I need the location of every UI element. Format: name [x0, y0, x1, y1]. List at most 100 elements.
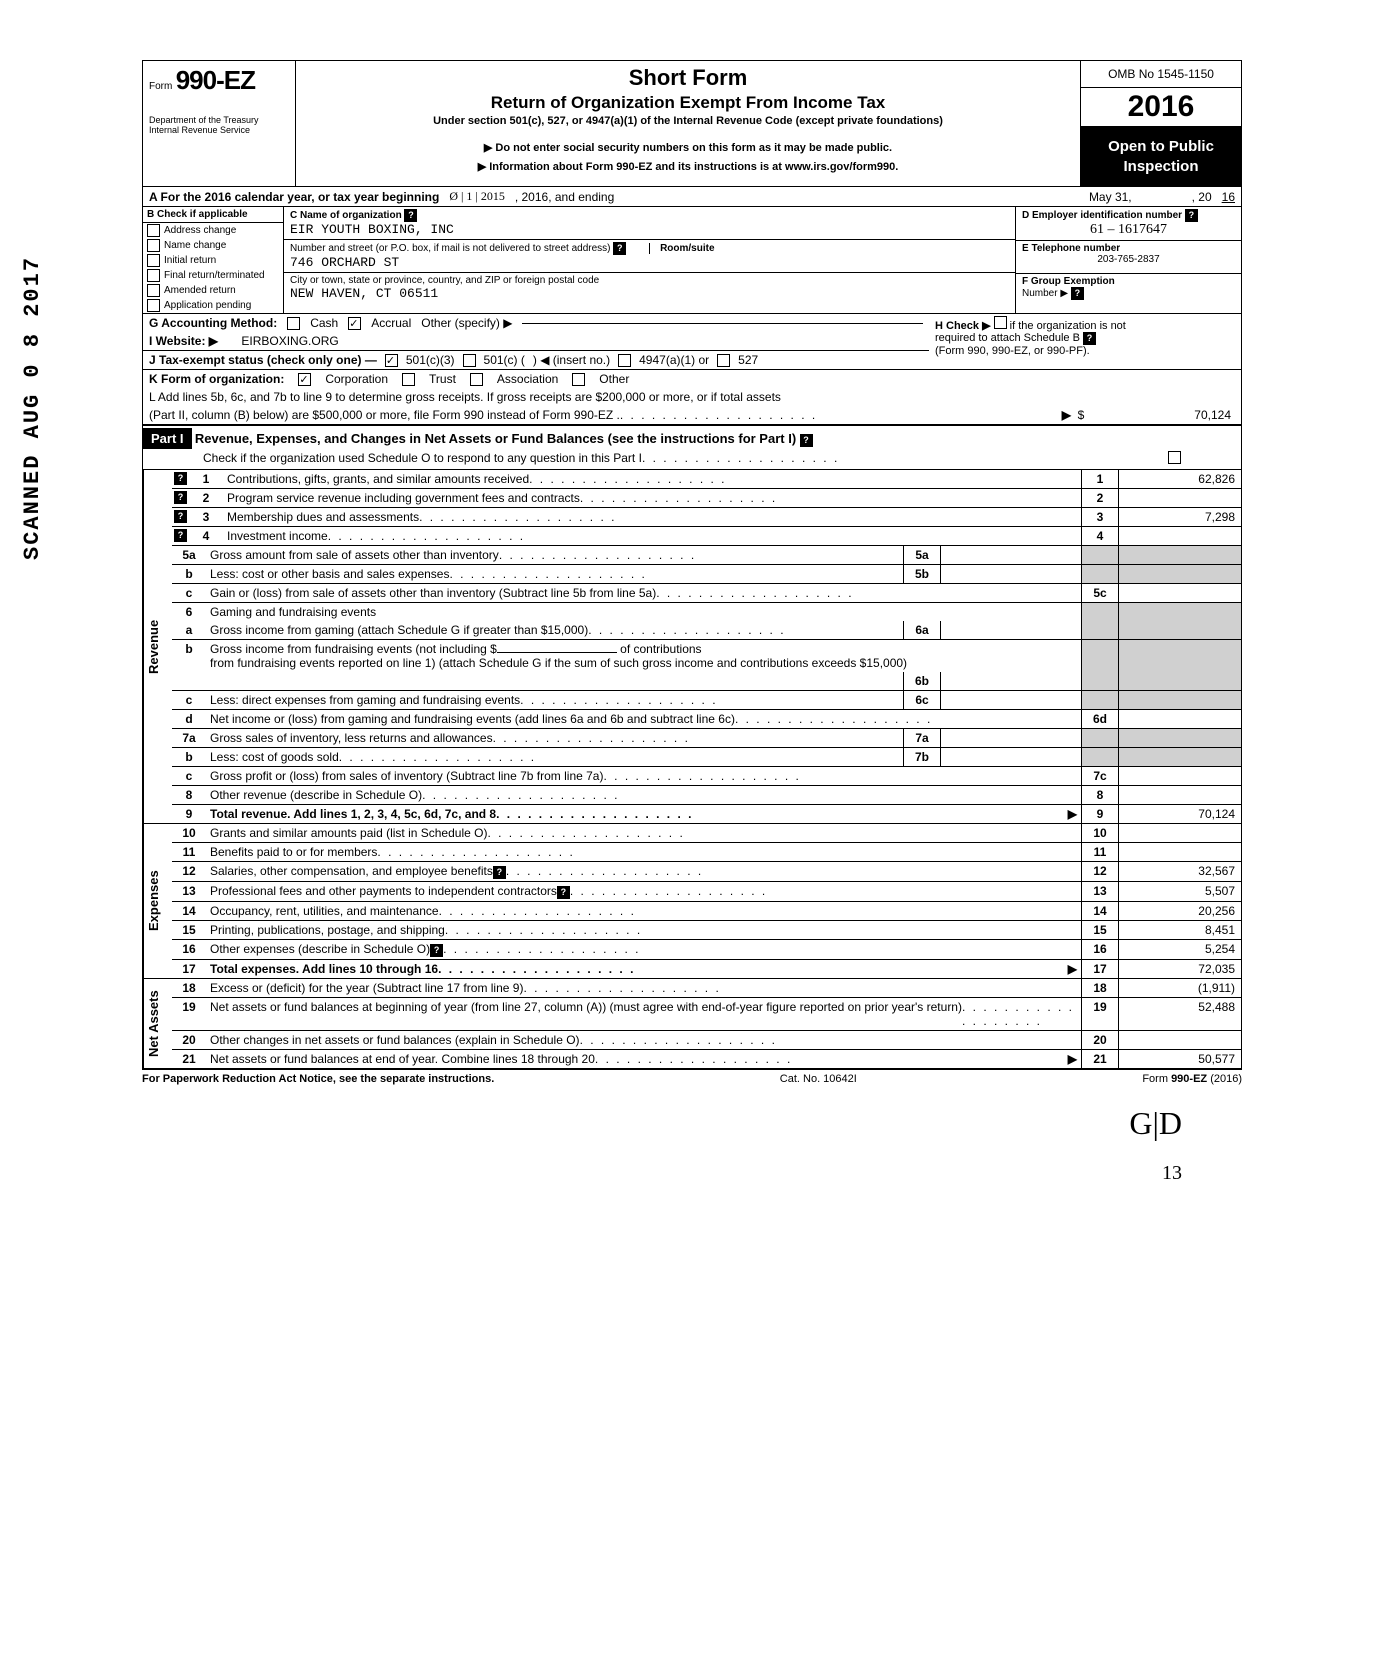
checkbox-schedule-b[interactable]	[994, 316, 1007, 329]
checkbox-final-return[interactable]	[147, 269, 160, 282]
line-h-check: H Check ▶	[935, 320, 991, 332]
help-icon[interactable]: ?	[1083, 332, 1096, 345]
help-icon[interactable]: ?	[1071, 287, 1084, 300]
arrow-icon: ▶	[1068, 1052, 1077, 1066]
help-icon[interactable]: ?	[174, 491, 187, 504]
checkbox-other-org[interactable]	[572, 373, 585, 386]
line-12-desc: Salaries, other compensation, and employ…	[210, 864, 493, 878]
help-icon[interactable]: ?	[404, 209, 417, 222]
checkbox-501c3[interactable]	[385, 354, 398, 367]
line-13-num: 13	[172, 882, 206, 901]
line-9-val: 70,124	[1119, 805, 1241, 823]
line-3-desc: Membership dues and assessments	[227, 510, 419, 524]
net-assets-section: Net Assets 18Excess or (deficit) for the…	[142, 979, 1242, 1069]
line-18-val: (1,911)	[1119, 979, 1241, 997]
label-other-org: Other	[599, 372, 629, 386]
checkbox-association[interactable]	[470, 373, 483, 386]
line-12-rnum: 12	[1081, 862, 1119, 881]
checkbox-amended-return[interactable]	[147, 284, 160, 297]
open-line2: Inspection	[1085, 157, 1237, 177]
help-icon[interactable]: ?	[613, 242, 626, 255]
line-9-rnum: 9	[1081, 805, 1119, 823]
label-application-pending: Application pending	[164, 300, 251, 311]
line-17-val: 72,035	[1119, 960, 1241, 978]
line-h-text3: required to attach Schedule B	[935, 332, 1080, 344]
line-14-rnum: 14	[1081, 902, 1119, 920]
line-19-rnum: 19	[1081, 998, 1119, 1030]
row-a-mid: , 2016, and ending	[515, 190, 614, 204]
line-6b-desc1: Gross income from fundraising events (no…	[210, 642, 497, 656]
footer-left: For Paperwork Reduction Act Notice, see …	[142, 1073, 494, 1085]
signature-initials: G|D	[1129, 1105, 1182, 1141]
org-name-value: EIR YOUTH BOXING, INC	[290, 222, 454, 237]
line-6a-sub: 6a	[903, 621, 941, 639]
line-7c-rnum: 7c	[1081, 767, 1119, 785]
help-icon[interactable]: ?	[557, 886, 570, 899]
line-19-val: 52,488	[1119, 998, 1241, 1030]
title-short: Short Form	[306, 65, 1070, 91]
form-number: 990-EZ	[176, 65, 255, 95]
col-c-org: C Name of organization ? EIR YOUTH BOXIN…	[284, 207, 1016, 313]
title-under: Under section 501(c), 527, or 4947(a)(1)…	[306, 115, 1070, 127]
omb-number: OMB No 1545-1150	[1081, 61, 1241, 88]
line-6d-num: d	[172, 710, 206, 728]
end-year-prefix: , 20	[1192, 190, 1212, 204]
help-icon[interactable]: ?	[174, 510, 187, 523]
end-year: 16	[1222, 190, 1235, 204]
checkbox-application-pending[interactable]	[147, 299, 160, 312]
form-header: Form 990-EZ Department of the Treasury I…	[142, 60, 1242, 187]
line-16-val: 5,254	[1119, 940, 1241, 959]
label-accrual: Accrual	[371, 316, 411, 330]
line-g-label: G Accounting Method:	[149, 316, 277, 330]
checkbox-name-change[interactable]	[147, 239, 160, 252]
footer-form-ref: Form 990-EZ (2016)	[1142, 1073, 1242, 1085]
org-info-grid: B Check if applicable Address change Nam…	[142, 207, 1242, 314]
line-15-val: 8,451	[1119, 921, 1241, 939]
checkbox-4947a1[interactable]	[618, 354, 631, 367]
help-icon[interactable]: ?	[800, 434, 813, 447]
line-18-rnum: 18	[1081, 979, 1119, 997]
line-7a-desc: Gross sales of inventory, less returns a…	[210, 731, 493, 745]
city-label: City or town, state or province, country…	[290, 275, 599, 286]
help-icon[interactable]: ?	[174, 529, 187, 542]
title-main: Return of Organization Exempt From Incom…	[306, 93, 1070, 113]
line-5a-num: 5a	[172, 546, 206, 564]
label-insert-no: ) ◀ (insert no.)	[533, 353, 610, 367]
help-icon[interactable]: ?	[1185, 209, 1198, 222]
line-h-text2: if the organization is not	[1010, 320, 1126, 332]
line-20-desc: Other changes in net assets or fund bala…	[210, 1033, 580, 1047]
page-number-handwritten: 13	[1162, 1162, 1182, 1184]
checkbox-cash[interactable]	[287, 317, 300, 330]
checkbox-initial-return[interactable]	[147, 254, 160, 267]
checkbox-corporation[interactable]	[298, 373, 311, 386]
checkbox-accrual[interactable]	[348, 317, 361, 330]
line-10-num: 10	[172, 824, 206, 842]
checkbox-schedule-o-part1[interactable]	[1168, 451, 1181, 464]
line-6b-sub: 6b	[903, 672, 941, 690]
row-a-tax-year: A For the 2016 calendar year, or tax yea…	[142, 187, 1242, 207]
revenue-section: Revenue ?1Contributions, gifts, grants, …	[142, 470, 1242, 824]
line-3-val: 7,298	[1119, 508, 1241, 526]
expenses-section: Expenses 10Grants and similar amounts pa…	[142, 824, 1242, 979]
checkbox-501c[interactable]	[463, 354, 476, 367]
line-8-rnum: 8	[1081, 786, 1119, 804]
group-exemption-label: F Group Exemption	[1022, 276, 1115, 287]
title-info: ▶ Information about Form 990-EZ and its …	[306, 160, 1070, 173]
help-icon[interactable]: ?	[430, 944, 443, 957]
line-21-desc: Net assets or fund balances at end of ye…	[210, 1052, 595, 1066]
line-17-num: 17	[172, 960, 206, 978]
form-990ez: Form 990-EZ Department of the Treasury I…	[142, 60, 1242, 1185]
line-l-2: (Part II, column (B) below) are $500,000…	[142, 406, 1242, 426]
gross-receipts-amount: 70,124	[1091, 408, 1235, 422]
line-8-desc: Other revenue (describe in Schedule O)	[210, 788, 422, 802]
line-6d-rnum: 6d	[1081, 710, 1119, 728]
line-6a-num: a	[172, 621, 206, 639]
checkbox-address-change[interactable]	[147, 224, 160, 237]
part-1-label: Part I	[143, 428, 192, 449]
help-icon[interactable]: ?	[493, 866, 506, 879]
checkbox-trust[interactable]	[402, 373, 415, 386]
help-icon[interactable]: ?	[174, 472, 187, 485]
city-value: NEW HAVEN, CT 06511	[290, 286, 438, 301]
checkbox-527[interactable]	[717, 354, 730, 367]
line-6a-desc: Gross income from gaming (attach Schedul…	[210, 623, 588, 637]
